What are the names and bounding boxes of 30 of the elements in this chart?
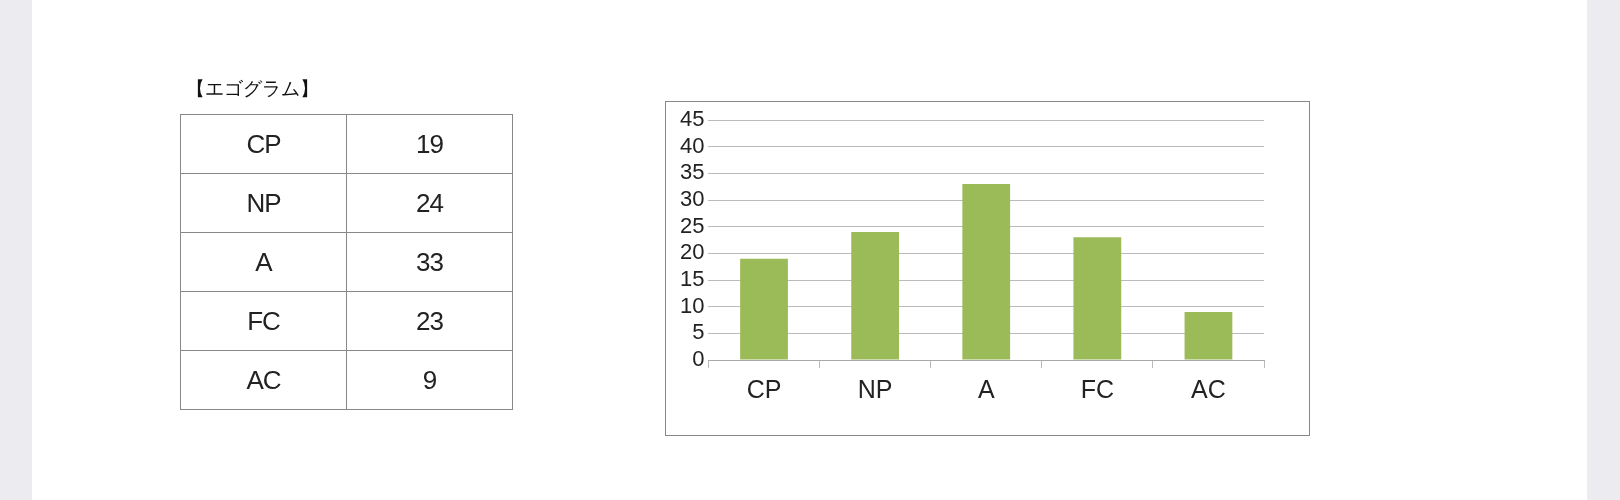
y-tick-label: 25 — [679, 212, 705, 238]
text: 【エゴグラム】 — [186, 76, 320, 101]
data-label: 19 — [346, 114, 513, 174]
bar — [851, 232, 900, 360]
category-label: FC — [180, 291, 347, 351]
x-tick-label: NP — [857, 374, 893, 403]
category-label: CP — [180, 114, 347, 174]
y-tick-label: 30 — [679, 186, 705, 212]
x-tick-label: FC — [1080, 374, 1115, 403]
y-tick-label: 40 — [679, 132, 705, 158]
y-tick-label: 15 — [679, 266, 705, 292]
y-tick-label: 45 — [679, 106, 705, 132]
bar — [740, 258, 788, 360]
data-label: 23 — [346, 291, 513, 351]
category-label: A — [180, 232, 347, 292]
data-label: 9 — [346, 350, 513, 410]
y-tick-label: 35 — [679, 159, 705, 185]
y-tick-label: 5 — [692, 319, 705, 345]
bar — [1073, 237, 1122, 360]
data-label: 24 — [346, 173, 513, 233]
y-tick-label: 0 — [692, 346, 705, 372]
y-tick-label: 10 — [679, 292, 705, 318]
bar — [962, 184, 1011, 360]
data-label: 33 — [346, 232, 513, 292]
x-tick-label: A — [977, 374, 995, 403]
category-label: NP — [180, 173, 347, 233]
x-tick-label: CP — [746, 374, 782, 403]
x-tick-label: AC — [1191, 374, 1226, 403]
y-tick-label: 20 — [679, 239, 705, 265]
bar — [1184, 312, 1233, 360]
